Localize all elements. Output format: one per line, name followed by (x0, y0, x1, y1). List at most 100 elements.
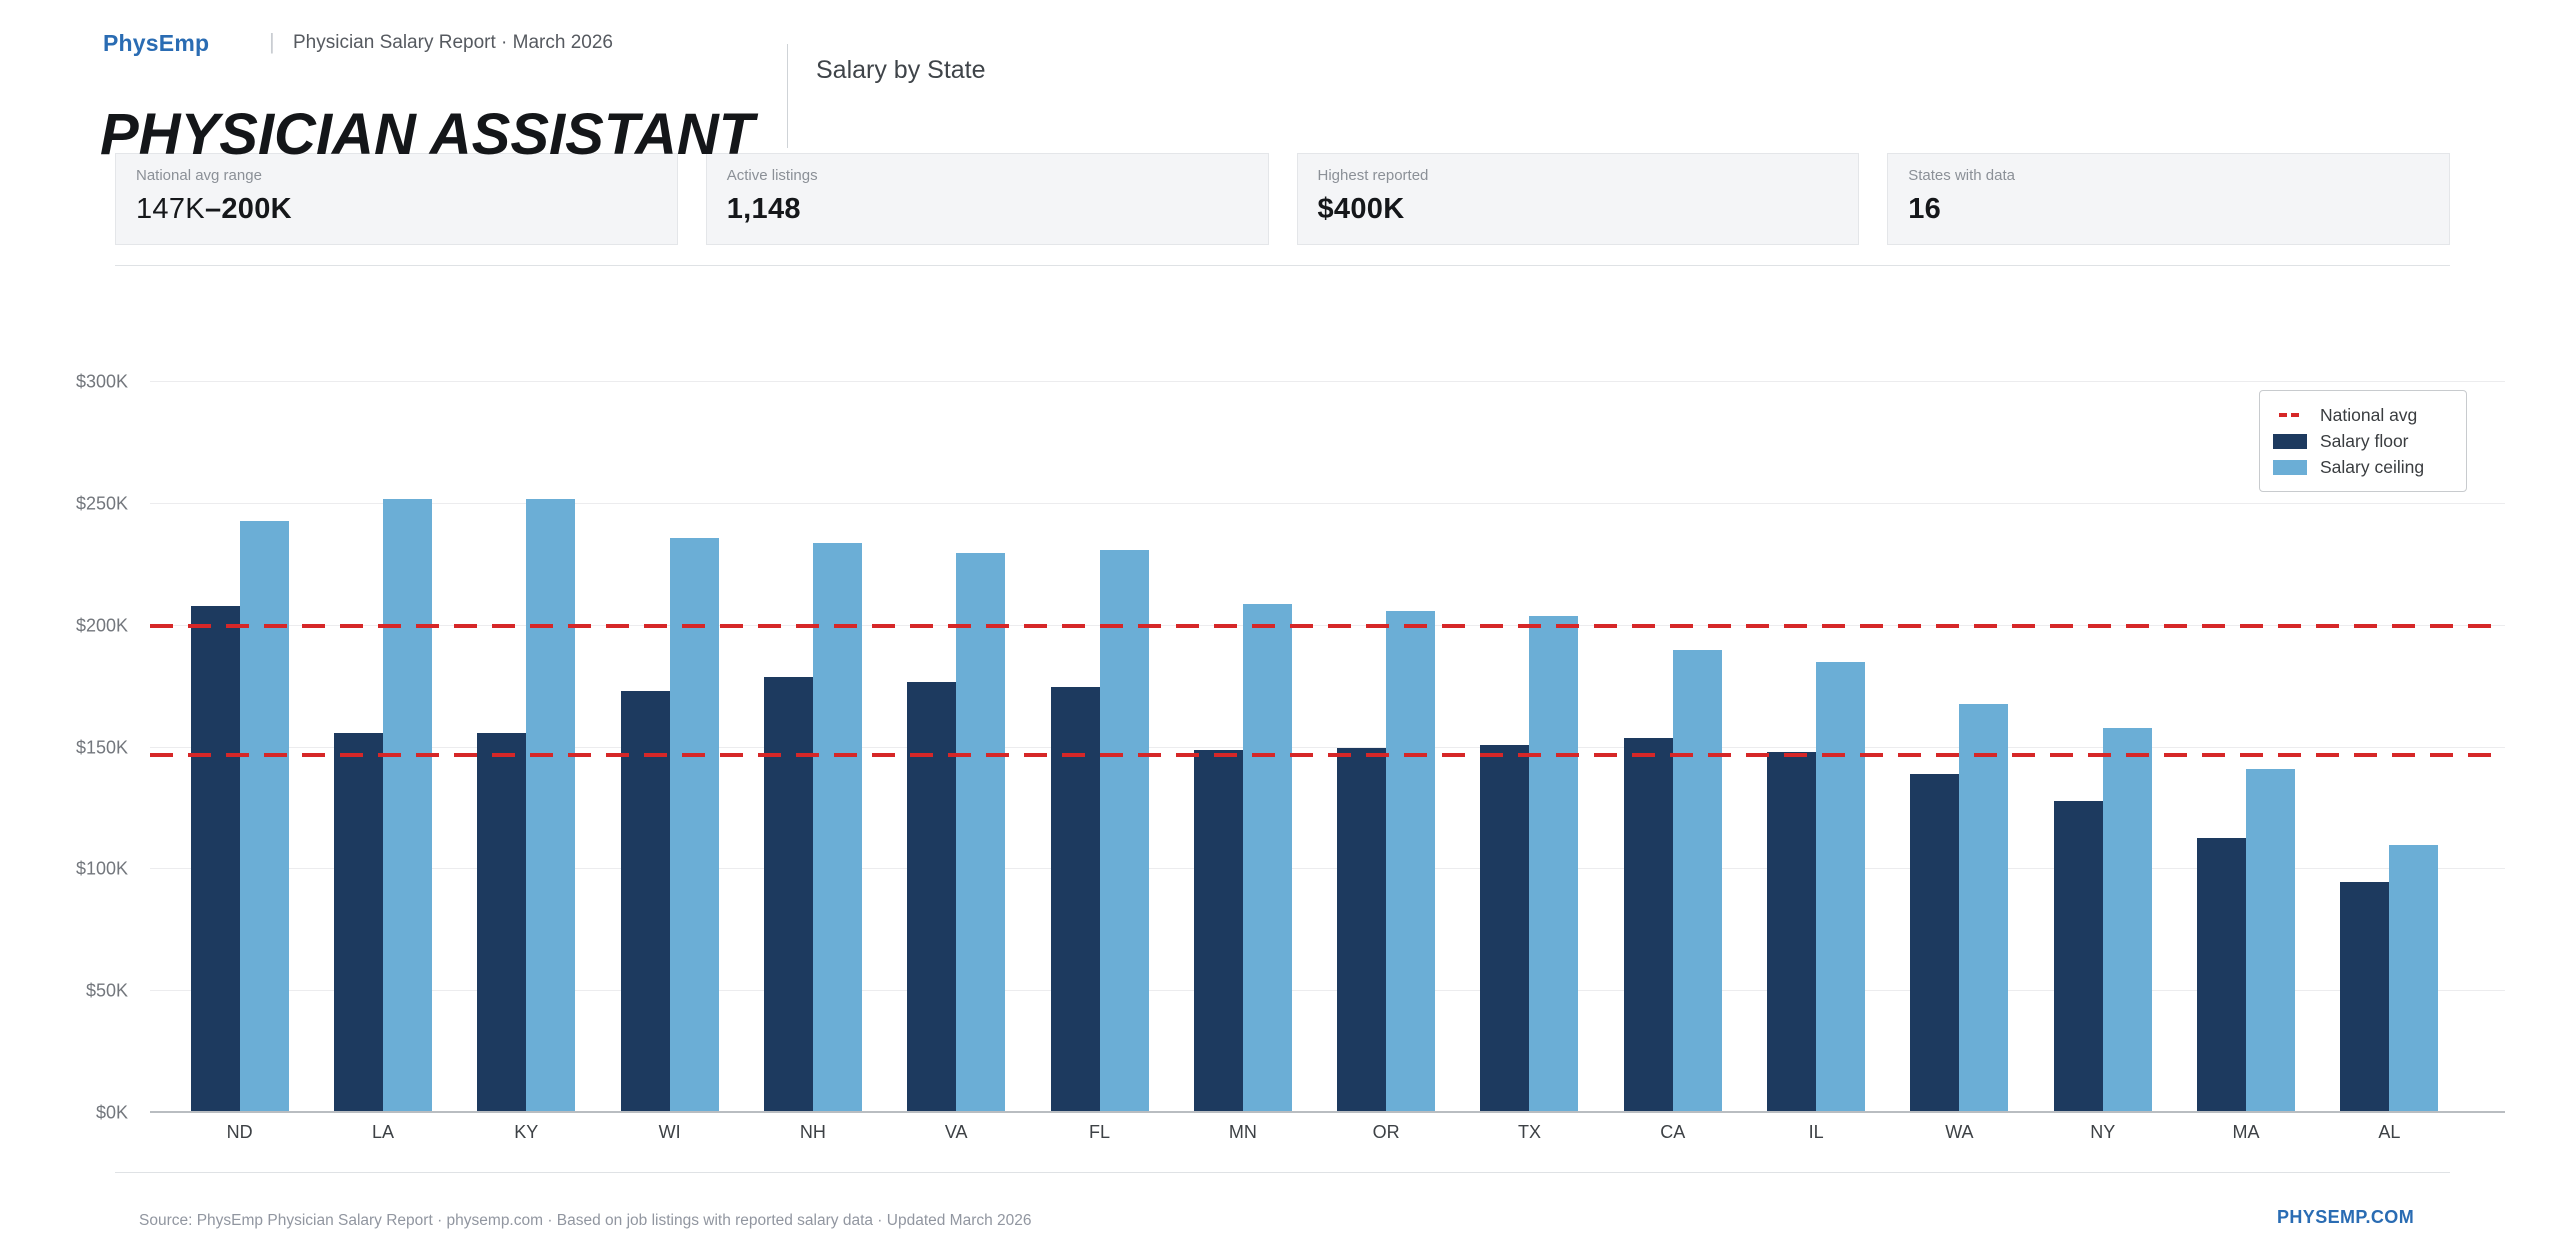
footer-source-line: Source: PhysEmp Physician Salary Report … (139, 1212, 1032, 1229)
bar-group-la (311, 382, 454, 1113)
stat-value: 16 (1908, 193, 1942, 225)
stat-value: 147K–200K (136, 193, 657, 226)
x-axis-label-al: AL (2378, 1122, 2401, 1142)
y-axis: $0K $50K $100K $150K $200K $250K $300K (40, 372, 128, 1123)
stat-cards: National avg range 147K–200K Active list… (115, 153, 2450, 245)
stat-value-dash: – (204, 193, 222, 225)
bar-series-container (150, 382, 2505, 1113)
x-axis-baseline (150, 1111, 2505, 1113)
bar-salary-ceiling-nh (812, 542, 862, 1113)
y-axis-label: $150K (75, 737, 128, 757)
bar-salary-ceiling-al (2389, 844, 2439, 1113)
bar-salary-ceiling-or (1386, 611, 1436, 1113)
bar-group-tx (1458, 382, 1601, 1113)
legend-item-national-avg: National avg (2273, 402, 2452, 428)
bar-group-wa (1888, 382, 2031, 1113)
bar-salary-ceiling-ky (526, 498, 576, 1113)
bar-salary-floor-wi (620, 691, 670, 1113)
bar-group-or (1315, 382, 1458, 1113)
x-axis-label-ny: NY (2090, 1122, 2116, 1142)
gridline (150, 746, 2505, 748)
x-axis-label-il: IL (1808, 1122, 1824, 1142)
salary-ceiling-swatch (2273, 459, 2307, 475)
bar-salary-ceiling-mn (1242, 603, 1292, 1113)
bar-salary-ceiling-wa (1959, 703, 2009, 1113)
bar-group-fl (1028, 382, 1171, 1113)
bar-salary-floor-wa (1910, 774, 1960, 1113)
x-axis-label-fl: FL (1089, 1122, 1111, 1142)
header-vertical-rule (787, 44, 788, 148)
bar-salary-floor-mn (1193, 749, 1243, 1113)
plot-area (150, 381, 2505, 1113)
footer-brand-link[interactable]: PHYSEMP.COM (2277, 1207, 2415, 1227)
cards-divider (115, 265, 2450, 266)
bar-group-ky (455, 382, 598, 1113)
y-axis-label: $300K (75, 371, 128, 392)
bar-group-va (885, 382, 1028, 1113)
bar-salary-ceiling-wi (669, 537, 719, 1113)
bar-group-ma (2174, 382, 2317, 1113)
bar-group-mn (1171, 382, 1314, 1113)
bar-salary-floor-ca (1623, 737, 1673, 1113)
legend-item-salary-floor: Salary floor (2273, 428, 2452, 454)
bar-salary-ceiling-ca (1672, 650, 1722, 1113)
bar-salary-ceiling-la (382, 498, 432, 1113)
bar-salary-ceiling-ny (2102, 728, 2152, 1113)
y-axis-label: $100K (75, 858, 128, 879)
bar-salary-ceiling-nd (239, 520, 289, 1113)
x-axis-label-ky: KY (514, 1122, 539, 1142)
section-title: Salary by State (816, 56, 986, 84)
x-axis-label-ma: MA (2232, 1122, 2260, 1142)
bar-salary-floor-or (1337, 747, 1387, 1113)
stat-label: National avg range (136, 167, 262, 184)
y-axis-label: $0K (95, 1102, 128, 1123)
header-divider: | (269, 29, 275, 54)
chart-legend: National avg Salary floor Salary ceiling (2259, 390, 2467, 492)
salary-floor-swatch (2273, 433, 2307, 449)
bar-group-nh (741, 382, 884, 1113)
page-title: PHYSICIAN ASSISTANT (100, 102, 755, 167)
gridline (150, 868, 2505, 870)
stat-label: States with data (1908, 167, 2015, 184)
bar-salary-ceiling-va (956, 552, 1006, 1113)
legend-item-salary-ceiling: Salary ceiling (2273, 454, 2452, 480)
bar-salary-floor-nd (190, 606, 240, 1113)
bar-group-al (2318, 382, 2461, 1113)
stat-label: Active listings (726, 167, 818, 184)
bar-salary-ceiling-fl (1099, 550, 1149, 1113)
y-axis-label: $200K (75, 615, 128, 636)
bar-salary-floor-ma (2197, 837, 2247, 1113)
bar-salary-floor-ny (2053, 801, 2103, 1113)
footer-divider (115, 1172, 2450, 1173)
physemp-logo[interactable]: PhysEmp (103, 30, 210, 56)
bar-group-ny (2031, 382, 2174, 1113)
national-avg-line-swatch (2279, 413, 2301, 417)
stat-card-active-listings: Active listings 1,148 (705, 153, 1269, 245)
x-axis-label-wa: WA (1945, 1122, 1974, 1142)
x-axis-label-nd: ND (226, 1122, 253, 1142)
bar-group-nd (168, 382, 311, 1113)
bar-salary-floor-nh (763, 676, 813, 1113)
legend-label: Salary ceiling (2320, 456, 2425, 477)
national-avg-line (150, 752, 2505, 757)
y-axis-label: $250K (75, 493, 128, 514)
x-axis-label-la: LA (371, 1122, 394, 1142)
bar-salary-ceiling-ma (2246, 769, 2296, 1113)
bar-salary-floor-tx (1480, 745, 1530, 1113)
stat-label: Highest reported (1317, 167, 1429, 184)
x-axis-label-ca: CA (1660, 1122, 1686, 1142)
stat-card-states-with-data: States with data 16 (1887, 153, 2450, 245)
bar-group-wi (598, 382, 741, 1113)
bar-salary-floor-va (907, 681, 957, 1113)
x-axis: ND LA KY WI NH VA FL MN OR TX CA IL WA NY MA AL (150, 1122, 2505, 1148)
stat-value-high: 200K (221, 193, 292, 225)
x-axis-label-tx: TX (1517, 1122, 1541, 1142)
gridline (150, 502, 2505, 504)
gridline (150, 381, 2505, 382)
stat-value-low: 147K (136, 193, 205, 225)
x-axis-label-mn: MN (1228, 1122, 1257, 1142)
report-label: Physician Salary Report · March 2026 (293, 32, 613, 53)
stat-value: $400K (1317, 193, 1405, 225)
x-axis-label-or: OR (1372, 1122, 1400, 1142)
